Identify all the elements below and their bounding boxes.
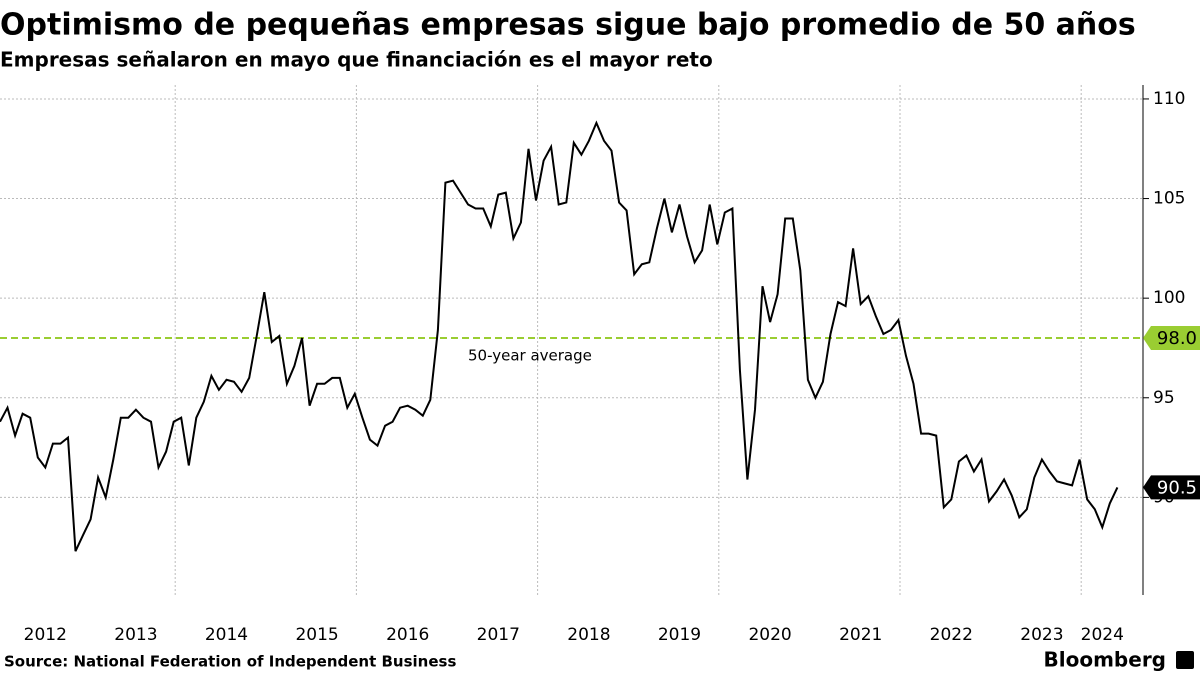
x-tick-label: 2019 [658,625,701,645]
x-tick-label: 2024 [1081,625,1124,645]
chart-title: Optimismo de pequeñas empresas sigue baj… [0,8,1136,43]
chart-subtitle: Empresas señalaron en mayo que financiac… [0,48,713,72]
reference-value-label: 98.0 [1157,328,1197,349]
x-tick-label: 2016 [386,625,429,645]
source: Source: National Federation of Independe… [4,653,456,671]
y-tick-label: 110 [1153,89,1185,109]
brand-icon [1176,651,1194,669]
y-tick-label: 100 [1153,288,1185,308]
x-tick-label: 2018 [567,625,610,645]
x-tick-label: 2020 [748,625,791,645]
x-tick-label: 2014 [205,625,248,645]
end-value-label: 90.5 [1157,477,1197,498]
y-tick-label: 105 [1153,189,1185,209]
reference-value-label-box [1143,326,1200,351]
reference-label: 50-year average [468,347,592,365]
x-tick-label: 2015 [295,625,338,645]
x-tick-label: 2012 [24,625,67,645]
brand: Bloomberg [1044,648,1166,672]
x-tick-label: 2017 [477,625,520,645]
x-tick-label: 2023 [1020,625,1063,645]
y-tick-label: 95 [1153,388,1175,408]
x-tick-label: 2022 [930,625,973,645]
end-value-label-box [1143,475,1200,500]
x-tick-label: 2013 [114,625,157,645]
line [0,120,1119,552]
x-tick-label: 2021 [839,625,882,645]
